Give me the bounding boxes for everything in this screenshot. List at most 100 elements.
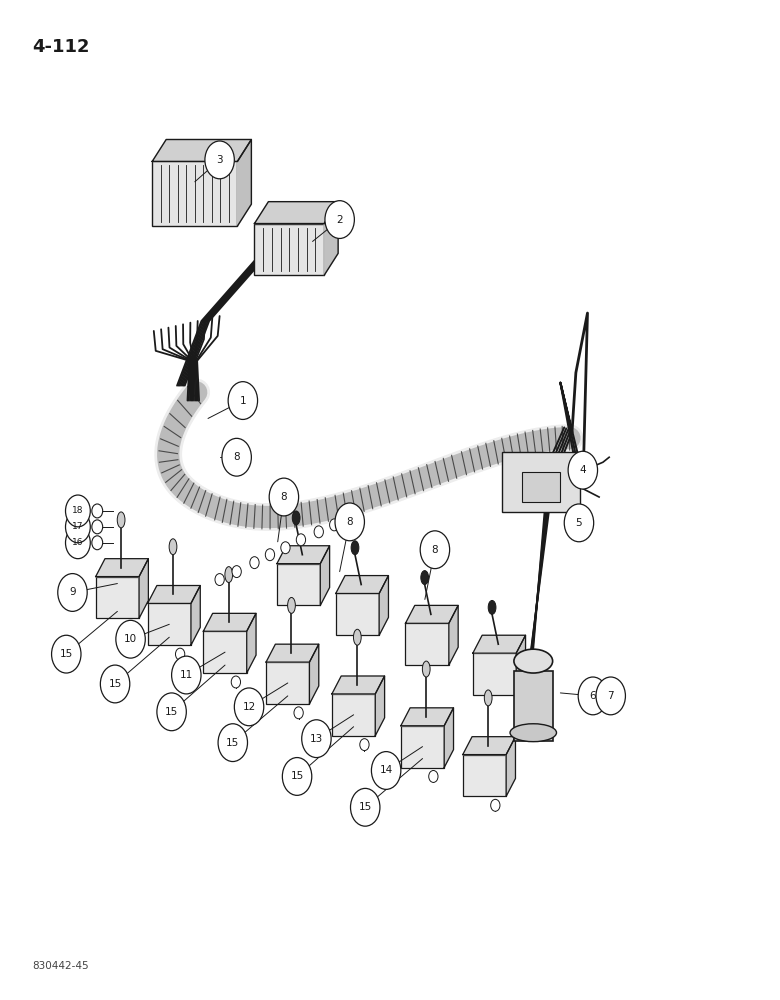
FancyBboxPatch shape [266, 662, 310, 704]
Circle shape [231, 676, 240, 688]
Ellipse shape [488, 600, 496, 614]
Circle shape [360, 739, 369, 751]
Circle shape [250, 557, 259, 569]
Ellipse shape [169, 539, 177, 555]
FancyBboxPatch shape [473, 653, 516, 695]
Circle shape [66, 511, 90, 543]
FancyBboxPatch shape [335, 593, 379, 635]
Circle shape [228, 382, 257, 419]
Polygon shape [96, 559, 148, 577]
Text: 17: 17 [72, 522, 83, 531]
Polygon shape [379, 576, 388, 635]
Text: 11: 11 [179, 670, 193, 680]
FancyBboxPatch shape [147, 603, 191, 645]
Circle shape [218, 724, 247, 762]
Text: 14: 14 [380, 765, 393, 775]
Text: 2: 2 [336, 215, 343, 225]
Polygon shape [152, 140, 251, 161]
Circle shape [232, 566, 241, 578]
FancyBboxPatch shape [463, 755, 506, 796]
Circle shape [123, 621, 133, 633]
FancyBboxPatch shape [204, 631, 246, 673]
Polygon shape [516, 635, 526, 695]
Text: 830442-45: 830442-45 [32, 961, 89, 971]
Bar [522, 472, 560, 502]
Text: 8: 8 [431, 545, 438, 555]
Text: 5: 5 [576, 518, 583, 528]
Circle shape [92, 520, 103, 534]
Polygon shape [445, 708, 453, 768]
Polygon shape [335, 576, 388, 593]
Circle shape [269, 478, 299, 516]
Circle shape [58, 574, 87, 611]
Circle shape [66, 495, 90, 527]
FancyBboxPatch shape [277, 564, 321, 605]
Text: 8: 8 [346, 517, 353, 527]
Text: 8: 8 [233, 452, 240, 462]
Circle shape [176, 648, 185, 660]
Polygon shape [506, 737, 516, 796]
Polygon shape [246, 613, 256, 673]
Bar [514, 671, 553, 741]
Ellipse shape [225, 567, 232, 583]
Polygon shape [321, 546, 330, 605]
Ellipse shape [292, 511, 300, 525]
Text: 6: 6 [590, 691, 596, 701]
Circle shape [205, 141, 234, 179]
Text: 10: 10 [124, 634, 137, 644]
Ellipse shape [484, 690, 492, 706]
FancyBboxPatch shape [406, 623, 448, 665]
Text: 15: 15 [108, 679, 122, 689]
Polygon shape [277, 546, 330, 564]
Polygon shape [147, 586, 200, 603]
Circle shape [51, 635, 81, 673]
Text: 15: 15 [359, 802, 372, 812]
Circle shape [265, 549, 275, 561]
Polygon shape [375, 676, 385, 736]
Circle shape [578, 677, 608, 715]
Polygon shape [473, 635, 526, 653]
Polygon shape [406, 605, 458, 623]
FancyBboxPatch shape [502, 452, 580, 512]
Ellipse shape [117, 512, 125, 528]
Text: 13: 13 [310, 734, 323, 744]
Ellipse shape [514, 649, 553, 673]
Text: 4: 4 [580, 465, 586, 475]
Ellipse shape [423, 661, 430, 677]
Circle shape [420, 531, 449, 569]
Circle shape [215, 574, 225, 586]
Polygon shape [237, 140, 251, 226]
Bar [254, 224, 324, 275]
Polygon shape [401, 708, 453, 726]
FancyBboxPatch shape [96, 577, 139, 618]
Circle shape [350, 788, 380, 826]
Polygon shape [463, 737, 516, 755]
Text: 9: 9 [69, 587, 76, 597]
FancyBboxPatch shape [401, 726, 445, 768]
Circle shape [429, 770, 438, 782]
Circle shape [568, 451, 597, 489]
Polygon shape [254, 202, 338, 224]
Circle shape [92, 504, 103, 518]
Circle shape [371, 752, 401, 789]
Ellipse shape [353, 629, 361, 645]
Polygon shape [191, 586, 200, 645]
Text: 7: 7 [608, 691, 614, 701]
Ellipse shape [510, 724, 556, 742]
Circle shape [234, 688, 264, 726]
Circle shape [172, 656, 201, 694]
Circle shape [101, 665, 129, 703]
Polygon shape [204, 613, 256, 631]
Ellipse shape [288, 597, 296, 613]
Circle shape [314, 526, 324, 538]
Text: 8: 8 [281, 492, 287, 502]
Circle shape [116, 620, 145, 658]
Polygon shape [324, 202, 338, 275]
Circle shape [157, 693, 186, 731]
Circle shape [491, 799, 500, 811]
Circle shape [345, 512, 354, 524]
Text: 3: 3 [216, 155, 223, 165]
Text: 18: 18 [72, 506, 83, 515]
Polygon shape [266, 644, 319, 662]
Circle shape [330, 519, 339, 531]
